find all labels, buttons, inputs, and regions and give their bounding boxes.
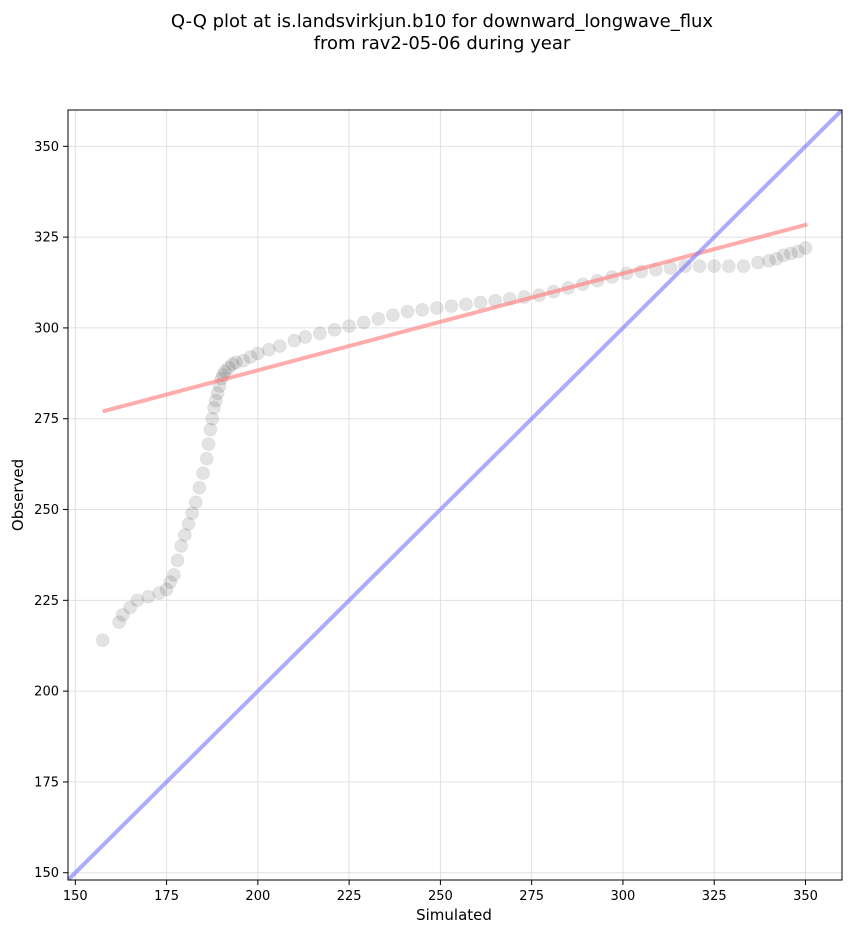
x-tick-label: 175 bbox=[154, 889, 179, 904]
y-tick-label: 300 bbox=[34, 321, 59, 336]
x-tick-label: 325 bbox=[702, 889, 727, 904]
chart-subtitle: from rav2-05-06 during year bbox=[314, 33, 571, 54]
data-point bbox=[208, 393, 223, 408]
data-point bbox=[312, 326, 327, 341]
x-tick-label: 250 bbox=[428, 889, 453, 904]
plot-area: 150 175 200 225 250 275 300 325 350 150 175 200 225 2… bbox=[34, 109, 843, 904]
data-point bbox=[798, 241, 813, 256]
plot-frame bbox=[67, 109, 843, 881]
data-point bbox=[458, 297, 473, 312]
data-point bbox=[185, 506, 200, 521]
data-point bbox=[181, 517, 196, 532]
data-point bbox=[776, 248, 791, 263]
y-tick-label: 200 bbox=[34, 685, 59, 700]
data-point bbox=[721, 259, 736, 274]
data-point bbox=[177, 527, 192, 542]
data-point bbox=[236, 353, 251, 368]
data-point bbox=[327, 322, 342, 337]
data-point bbox=[473, 295, 488, 310]
y-tick-label: 325 bbox=[34, 231, 59, 246]
data-point bbox=[228, 355, 243, 370]
data-point bbox=[371, 311, 386, 326]
data-point bbox=[769, 251, 784, 266]
data-point bbox=[415, 302, 430, 317]
x-tick-label: 275 bbox=[519, 889, 544, 904]
y-tick-label: 350 bbox=[34, 140, 59, 155]
data-point bbox=[429, 300, 444, 315]
data-point bbox=[192, 480, 207, 495]
data-point bbox=[95, 633, 110, 648]
data-point bbox=[201, 437, 216, 452]
y-tick-label: 225 bbox=[34, 594, 59, 609]
data-point bbox=[170, 553, 185, 568]
data-point bbox=[205, 411, 220, 426]
data-point bbox=[141, 589, 156, 604]
data-point bbox=[221, 360, 236, 375]
y-axis-label: Observed bbox=[9, 459, 27, 531]
x-tick-label: 225 bbox=[337, 889, 362, 904]
data-point bbox=[444, 299, 459, 314]
data-point bbox=[112, 615, 127, 630]
data-point bbox=[203, 422, 218, 437]
data-point bbox=[207, 400, 222, 415]
data-point bbox=[287, 333, 302, 348]
y-tick-label: 250 bbox=[34, 503, 59, 518]
fit-line bbox=[102, 222, 808, 414]
data-point bbox=[225, 357, 240, 372]
data-point bbox=[783, 246, 798, 261]
data-point bbox=[243, 349, 258, 364]
data-point bbox=[298, 330, 313, 345]
data-point bbox=[761, 253, 776, 268]
data-point bbox=[163, 575, 178, 590]
data-point bbox=[272, 339, 287, 354]
identity-line bbox=[68, 110, 842, 880]
x-tick-label: 300 bbox=[611, 889, 636, 904]
x-tick-label: 350 bbox=[793, 889, 818, 904]
chart-title: Q-Q plot at is.landsvirkjun.b10 for down… bbox=[171, 11, 714, 32]
data-point bbox=[159, 582, 174, 597]
data-point bbox=[385, 308, 400, 323]
data-point bbox=[736, 259, 751, 274]
x-tick-label: 150 bbox=[63, 889, 88, 904]
data-point bbox=[342, 319, 357, 334]
y-tick-label: 275 bbox=[34, 412, 59, 427]
y-tick-label: 175 bbox=[34, 775, 59, 790]
data-point bbox=[188, 495, 203, 510]
data-point bbox=[261, 342, 276, 357]
data-point bbox=[152, 586, 167, 601]
data-point bbox=[751, 255, 766, 270]
data-point bbox=[174, 538, 189, 553]
y-tick-label: 150 bbox=[34, 866, 59, 881]
data-point bbox=[196, 466, 211, 481]
data-point bbox=[250, 346, 265, 361]
data-point bbox=[707, 259, 722, 274]
data-point bbox=[692, 259, 707, 274]
data-point bbox=[400, 304, 415, 319]
data-point bbox=[166, 567, 181, 582]
x-axis-label: Simulated bbox=[416, 906, 492, 924]
data-point bbox=[130, 593, 145, 608]
data-point bbox=[115, 607, 130, 622]
x-tick-label: 200 bbox=[245, 889, 270, 904]
data-point bbox=[791, 244, 806, 259]
data-point bbox=[123, 600, 138, 615]
data-point bbox=[356, 315, 371, 330]
data-point bbox=[199, 451, 214, 466]
data-point bbox=[210, 386, 225, 401]
